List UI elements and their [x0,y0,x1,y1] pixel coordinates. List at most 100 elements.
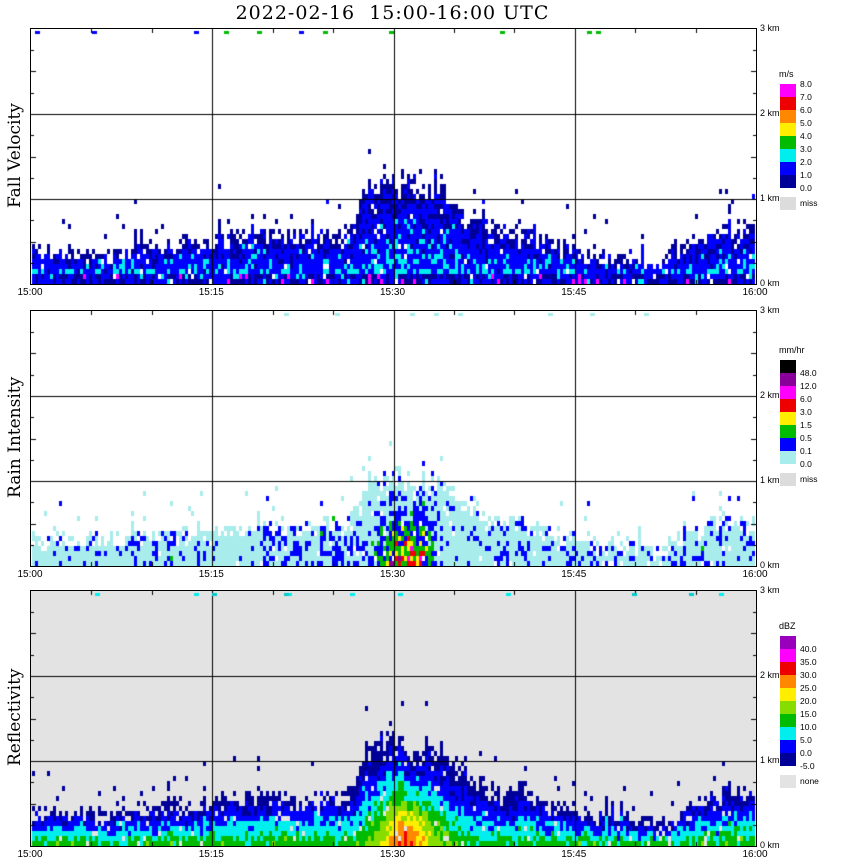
x-tick-label: 16:00 [742,569,768,580]
colorbar-rain-intensity: mm/hr 48.0 12.0 6.0 3.0 1.5 0.5 0.1 0.0 miss [779,345,842,486]
colorbar-tick-label: 6.0 [800,105,812,115]
x-tick-label: 15:15 [198,569,224,580]
colorbar-unit-label: m/s [779,69,794,79]
colorbar-tick-label: 0.0 [800,459,812,469]
colorbar-tick-label: 12.0 [800,381,817,391]
colorbar-segment [780,701,796,714]
colorbar-segment [780,175,796,188]
x-tick-label: 15:30 [379,569,406,580]
x-tick-label: 16:00 [742,849,768,860]
colorbar-tick-label: 5.0 [800,735,812,745]
colorbar-segment [780,386,796,399]
plot-area-reflectivity [30,590,757,847]
y-tick-label: 0 km [760,840,780,850]
x-tick-label: 15:45 [561,287,587,298]
colorbar-tick-label: 2.0 [800,157,812,167]
y-axis-label-reflectivity: Reflectivity [5,668,25,767]
colorbar-tick-label: 3.0 [800,144,812,154]
colorbar-tick-label: 0.1 [800,446,812,456]
missing-data-row: none [780,775,819,788]
colorbar-tick-label: 15.0 [800,709,817,719]
colorbar-tick-label: 25.0 [800,683,817,693]
colorbar-segment [780,412,796,425]
plot-area-fall-velocity [30,28,757,285]
y-tick-label: 0 km [760,560,780,570]
colorbar-segment [780,373,796,386]
colorbar-segment [780,123,796,136]
y-axis-label-fall-velocity: Fall Velocity [5,103,25,208]
colorbar [780,360,796,464]
colorbar-segment [780,740,796,753]
colorbar-tick-label: 5.0 [800,118,812,128]
x-tick-label: 15:15 [198,849,224,860]
colorbar-tick-label: -5.0 [800,761,815,771]
heatmap-canvas-rain-intensity [31,311,756,566]
heatmap-canvas-fall-velocity [31,29,756,284]
x-tick-label: 15:30 [379,287,406,298]
x-tick-label: 15:45 [561,569,587,580]
colorbar-tick-label: 1.0 [800,170,812,180]
colorbar-segment [780,110,796,123]
colorbar-tick-label: 35.0 [800,657,817,667]
colorbar-segment [780,451,796,464]
colorbar-segment [780,688,796,701]
missing-data-swatch [780,775,796,788]
colorbar-segment [780,162,796,175]
colorbar-segment [780,438,796,451]
panel-rain-intensity: Rain Intensity 15:00 15:15 15:30 15:45 16:00… [0,305,850,592]
colorbar-segment [780,727,796,740]
colorbar-tick-label: 6.0 [800,394,812,404]
colorbar-tick-label: 48.0 [800,368,817,378]
colorbar-segment [780,136,796,149]
colorbar-tick-label: 40.0 [800,644,817,654]
colorbar-tick-label: 8.0 [800,79,812,89]
missing-data-row: miss [780,197,817,210]
colorbar-segment [780,649,796,662]
x-tick-label: 15:00 [17,569,43,580]
y-tick-label: 3 km [760,305,780,315]
panel-fall-velocity: Fall Velocity 15:00 15:15 15:30 15:45 16:00 … [0,23,850,310]
colorbar-tick-label: 3.0 [800,407,812,417]
colorbar-segment [780,84,796,97]
panel-reflectivity: Reflectivity 15:00 15:15 15:30 15:45 16:00 0… [0,585,850,868]
missing-data-swatch [780,473,796,486]
y-axis-label-rain-intensity: Rain Intensity [5,376,25,499]
colorbar-tick-label: 0.5 [800,433,812,443]
x-tick-label: 15:30 [379,849,406,860]
colorbar-segment [780,360,796,373]
colorbar-reflectivity: dBZ 40.0 35.0 30.0 25.0 20.0 15.0 10.0 5.0 0.0 -5.… [779,621,842,788]
missing-data-label: miss [800,198,818,208]
colorbar-tick-label: 0.0 [800,748,812,758]
y-tick-label: 3 km [760,585,780,595]
colorbar-segment [780,97,796,110]
colorbar-fall-velocity: m/s 8.0 7.0 6.0 5.0 4.0 3.0 2.0 1.0 0.0 miss [779,69,842,210]
y-tick-label: 3 km [760,23,780,33]
colorbar-segment [780,399,796,412]
y-tick-label: 2 km [760,670,780,680]
heatmap-canvas-reflectivity [31,591,756,846]
x-tick-label: 15:00 [17,849,43,860]
plot-area-rain-intensity [30,310,757,567]
colorbar-tick-label: 7.0 [800,92,812,102]
colorbar-segment [780,636,796,649]
colorbar-tick-label: 20.0 [800,696,817,706]
colorbar-segment [780,714,796,727]
y-tick-label: 0 km [760,278,780,288]
colorbar-tick-label: 0.0 [800,183,812,193]
y-tick-label: 1 km [760,475,780,485]
colorbar-tick-label: 10.0 [800,722,817,732]
colorbar-unit-label: mm/hr [779,345,805,355]
y-tick-label: 2 km [760,390,780,400]
missing-data-label: miss [800,474,818,484]
colorbar [780,636,796,766]
colorbar [780,84,796,188]
colorbar-segment [780,662,796,675]
missing-data-label: none [800,776,819,786]
colorbar-segment [780,675,796,688]
colorbar-tick-label: 1.5 [800,420,812,430]
x-tick-label: 15:45 [561,849,587,860]
missing-data-row: miss [780,473,817,486]
colorbar-tick-label: 30.0 [800,670,817,680]
chart-title: 2022-02-16 15:00-16:00 UTC [235,2,550,24]
colorbar-segment [780,149,796,162]
